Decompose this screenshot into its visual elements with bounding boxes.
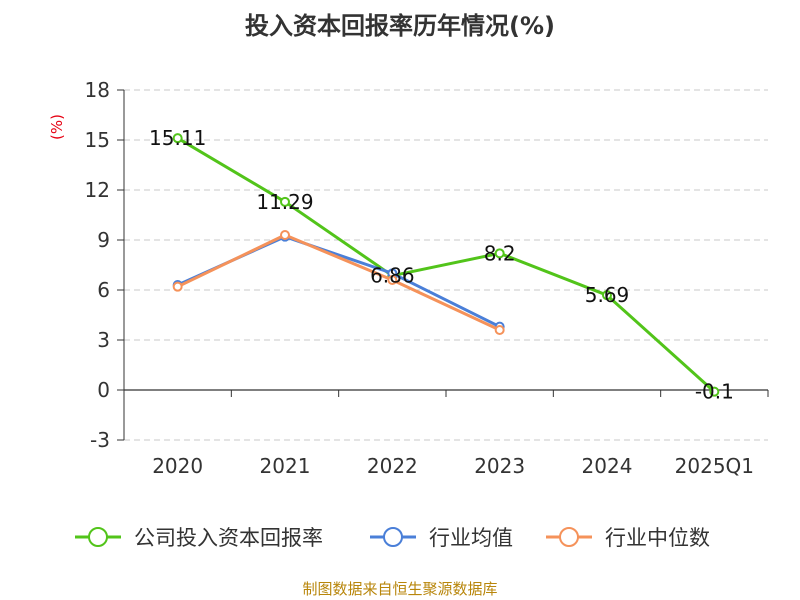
y-tick-label: 3 [97, 328, 110, 352]
x-tick-label: 2022 [367, 454, 418, 478]
legend-label: 行业中位数 [605, 526, 710, 550]
y-tick-label: 12 [85, 178, 110, 202]
data-point [709, 386, 720, 397]
grid-lines [124, 89, 768, 441]
data-label: 6.86 [370, 264, 415, 288]
x-tick-label: 2020 [152, 454, 203, 478]
legend-item: 公司投入资本回报率 [75, 526, 323, 550]
y-tick-label: 15 [85, 128, 110, 152]
y-tick-label: -3 [90, 428, 110, 452]
data-label: 15.11 [149, 126, 206, 150]
series-line [176, 136, 716, 393]
x-tick-label: 2023 [474, 454, 525, 478]
legend-swatch-marker [559, 527, 579, 547]
y-tick-label: 0 [97, 378, 110, 402]
legend-item: 行业均值 [370, 526, 513, 550]
x-tick-label: 2025Q1 [675, 454, 754, 478]
y-axis-label: (%) [48, 114, 66, 140]
legend-swatch-marker [383, 527, 403, 547]
legend: 公司投入资本回报率 行业均值 行业中位数 [75, 526, 710, 550]
chart-title: 投入资本回报率历年情况(%) [245, 12, 555, 40]
data-point [280, 230, 290, 240]
source-note: 制图数据来自恒生聚源数据库 [302, 580, 498, 598]
x-tick-label: 2024 [582, 454, 633, 478]
data-point [280, 196, 290, 207]
data-labels: 15.11 11.29 6.86 8.2 5.69 -0.1 [149, 126, 734, 404]
series-line [177, 233, 501, 332]
data-point [172, 133, 183, 144]
data-label: 5.69 [585, 283, 630, 307]
data-label: -0.1 [695, 380, 734, 404]
data-point [494, 248, 505, 259]
y-tick-label: 9 [97, 228, 110, 252]
data-point [602, 290, 612, 301]
x-tick-label: 2021 [260, 454, 311, 478]
legend-swatch-marker [88, 527, 108, 547]
series-lines [172, 133, 720, 397]
legend-item: 行业中位数 [546, 526, 710, 550]
y-tick-label: 6 [97, 278, 110, 302]
legend-label: 公司投入资本回报率 [134, 526, 323, 550]
y-tick-label: 18 [85, 78, 110, 102]
data-point [172, 281, 183, 292]
data-label: 8.2 [484, 241, 516, 265]
data-label: 11.29 [256, 190, 313, 214]
series-line [177, 235, 501, 329]
axes: 18 15 12 9 6 3 0 -3 2020 2021 2022 2023 2024 2025Q1 [85, 78, 769, 478]
legend-label: 行业均值 [429, 526, 513, 550]
data-point [494, 325, 505, 335]
data-point [387, 275, 398, 285]
